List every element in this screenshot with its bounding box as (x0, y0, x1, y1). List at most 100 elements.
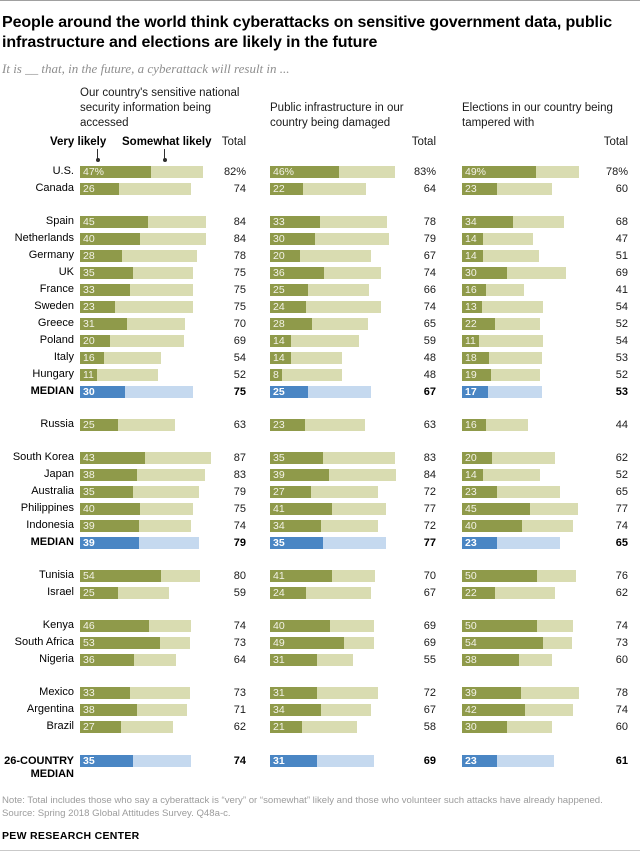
bar-very-likely: 21 (270, 720, 302, 733)
bar-track: 16 (462, 283, 602, 296)
bar-very-likely: 49 (270, 636, 344, 649)
bar-track: 31 (80, 317, 220, 330)
measure-cell-1: 11 52 (80, 368, 246, 381)
total-value: 67 (423, 249, 436, 262)
bar-track: 40 (270, 619, 410, 632)
row-tunisia: Tunisia 54 80 41 70 50 76 (0, 567, 640, 584)
bar-very-likely: 20 (462, 451, 492, 464)
bar-very-likely: 17 (462, 385, 488, 398)
legend-leader-line-very (95, 149, 100, 162)
measure-cell-1: 54 80 (80, 569, 246, 582)
total-value: 79 (233, 536, 246, 549)
measure-cell-2: 36 74 (270, 266, 436, 279)
row-u-s: U.S. 47% 82% 46% 83% 49% 78% (0, 163, 640, 180)
bar-somewhat-likely: 14 (462, 249, 539, 262)
bar-somewhat-likely: 38 (462, 653, 552, 666)
total-value: 52 (233, 368, 246, 381)
bar-track: 11 (462, 334, 602, 347)
total-value: 59 (423, 334, 436, 347)
total-value: 82% (223, 165, 246, 178)
measure-cell-3: 23 65 (462, 536, 628, 549)
total-value: 65 (615, 536, 628, 549)
bar-track: 22 (462, 586, 602, 599)
bar-very-likely: 41 (270, 502, 332, 515)
page-title: People around the world think cyberattac… (2, 14, 613, 51)
bar-track: 13 (462, 300, 602, 313)
bar-somewhat-likely: 23 (462, 485, 560, 498)
total-value: 64 (233, 653, 246, 666)
footnotes: Note: Total includes those who say a cyb… (2, 795, 638, 821)
bar-track: 50 (462, 619, 602, 632)
bar-track: 30 (80, 385, 220, 398)
bar-very-likely: 23 (462, 182, 497, 195)
bar-track: 54 (462, 636, 602, 649)
measure-cell-2: 41 77 (270, 502, 436, 515)
bar-somewhat-likely: 49 (270, 636, 374, 649)
country-label: Brazil (46, 720, 74, 732)
bar-track: 53 (80, 636, 220, 649)
total-value: 54 (233, 351, 246, 364)
bar-very-likely: 31 (270, 755, 317, 767)
total-value: 72 (423, 519, 436, 532)
country-label: France (39, 283, 74, 295)
measure-cell-3: 42 74 (462, 703, 628, 716)
bar-track: 47% (80, 165, 220, 178)
bar-very-likely: 24 (270, 300, 306, 313)
bar-very-likely: 8 (270, 368, 282, 381)
bar-track: 26 (80, 182, 220, 195)
measure-cell-2: 40 69 (270, 619, 436, 632)
total-value: 78 (615, 686, 628, 699)
bar-somewhat-likely: 25 (80, 586, 169, 599)
total-value: 74 (615, 703, 628, 716)
bar-very-likely: 31 (270, 653, 317, 666)
bar-somewhat-likely: 14 (462, 232, 533, 245)
total-value: 83% (413, 165, 436, 178)
bar-somewhat-likely: 21 (270, 720, 357, 733)
measure-cell-3: 20 62 (462, 451, 628, 464)
total-value: 70 (423, 569, 436, 582)
measure-cell-3: 22 52 (462, 317, 628, 330)
measure-cell-2: 33 78 (270, 215, 436, 228)
country-label: Mexico (39, 686, 74, 698)
country-label: U.S. (52, 165, 74, 177)
bar-somewhat-likely: 46% (270, 165, 395, 178)
bar-very-likely: 34 (462, 215, 513, 228)
bar-somewhat-likely: 35 (270, 536, 386, 549)
bar-somewhat-likely: 14 (462, 468, 540, 481)
bar-very-likely: 50 (462, 569, 537, 582)
measure-cell-2: 8 48 (270, 368, 436, 381)
bar-very-likely: 33 (270, 215, 320, 228)
bar-very-likely: 23 (462, 536, 497, 549)
measure-cell-3: 50 74 (462, 619, 628, 632)
bar-very-likely: 40 (80, 502, 140, 515)
measure-cell-3: 18 53 (462, 351, 628, 364)
note-line: Note: Total includes those who say a cyb… (2, 795, 603, 806)
bar-very-likely: 54 (462, 636, 543, 649)
measure-cell-2: 46% 83% (270, 165, 436, 178)
total-value: 83 (423, 451, 436, 464)
bar-track: 14 (462, 468, 602, 481)
bar-somewhat-likely: 28 (270, 317, 368, 330)
bar-very-likely: 19 (462, 368, 491, 381)
bar-very-likely: 22 (462, 317, 495, 330)
country-label: Poland (39, 334, 74, 346)
bar-track: 25 (270, 283, 410, 296)
row-uk: UK 35 75 36 74 30 69 (0, 264, 640, 281)
country-label: Canada (35, 182, 74, 194)
total-value: 74 (233, 519, 246, 532)
measure-cell-1: 39 74 (80, 519, 246, 532)
measure-cell-1: 36 64 (80, 653, 246, 666)
bar-very-likely: 24 (270, 586, 306, 599)
total-value: 74 (423, 300, 436, 313)
page-subtitle: It is __ that, in the future, a cyberatt… (2, 61, 290, 76)
bar-track: 34 (462, 215, 602, 228)
bar-track: 30 (462, 720, 602, 733)
row-south-africa: South Africa 53 73 49 69 54 73 (0, 634, 640, 651)
country-group: Spain 45 84 33 78 34 68 Netherlands 40 84 30 79 14 47… (0, 213, 640, 400)
measure-cell-1: 38 71 (80, 703, 246, 716)
bar-track: 18 (462, 351, 602, 364)
bar-track: 34 (270, 519, 410, 532)
row-poland: Poland 20 69 14 59 11 54 (0, 332, 640, 349)
country-label: Spain (45, 215, 74, 227)
country-label: South Africa (14, 636, 74, 648)
